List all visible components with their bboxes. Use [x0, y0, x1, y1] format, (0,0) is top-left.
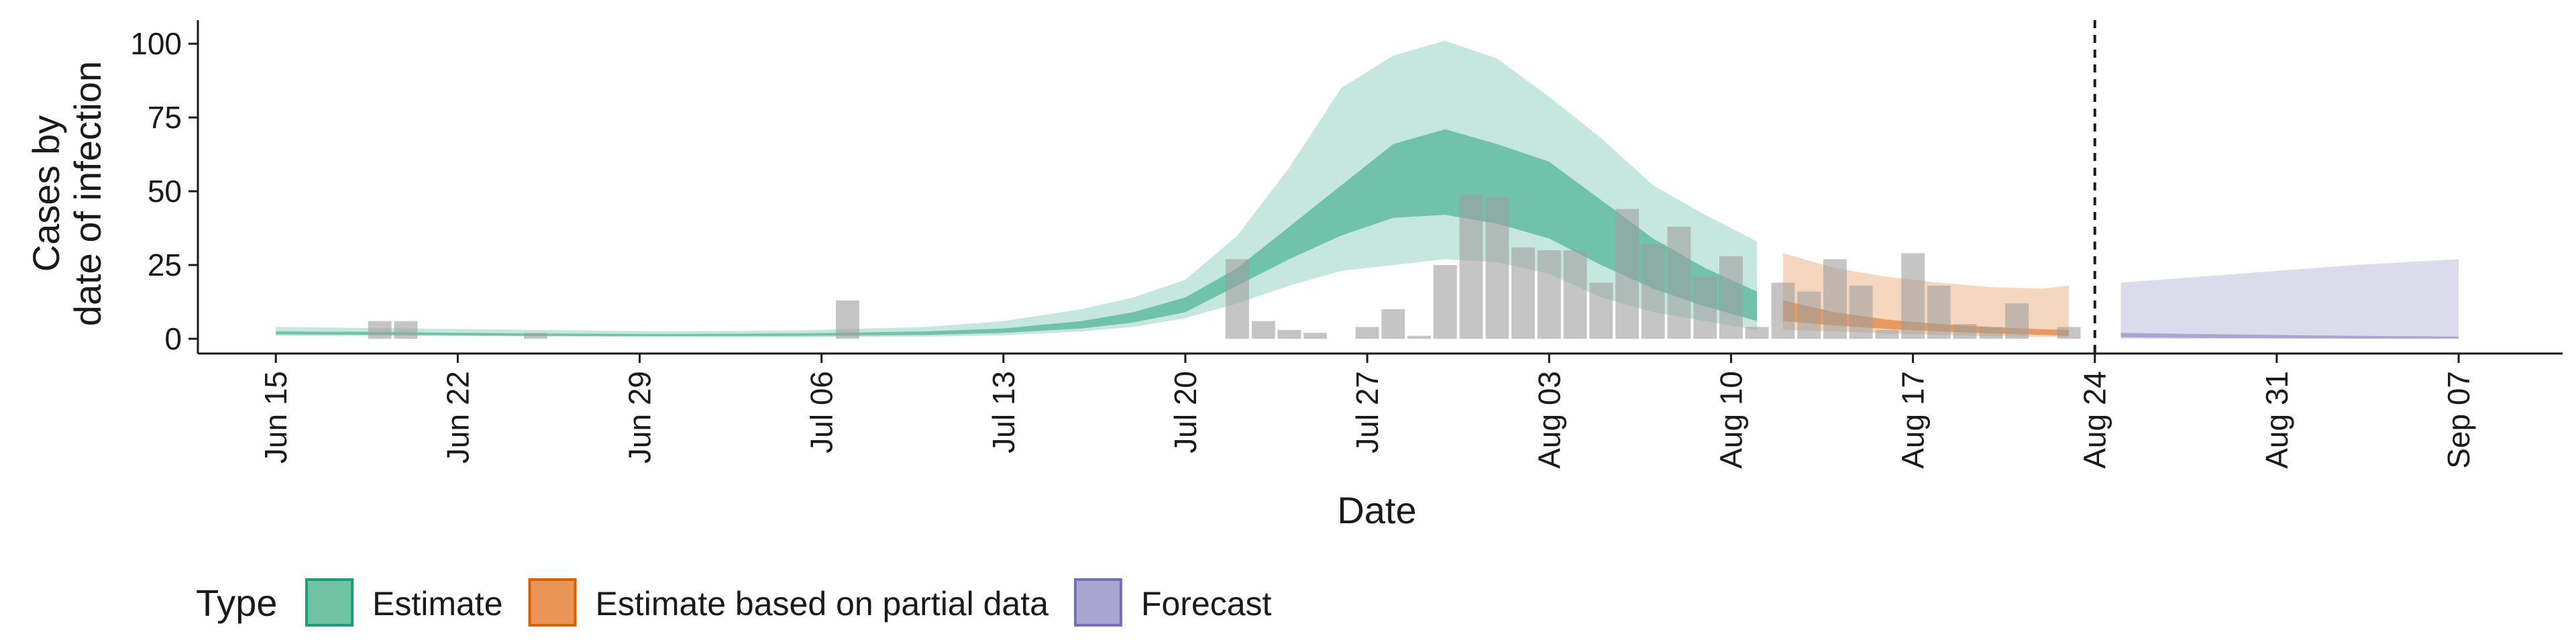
x-tick-label: Jul 27 [1350, 371, 1385, 453]
observed-case-bar [1511, 247, 1535, 339]
observed-case-bar [1615, 209, 1639, 339]
legend-swatch-1 [528, 578, 577, 627]
x-tick-label: Aug 17 [1896, 371, 1931, 469]
observed-case-bar [1277, 329, 1301, 339]
x-tick-label: Jun 22 [440, 371, 475, 464]
ribbon-90-0 [276, 40, 1758, 337]
observed-case-bar [1797, 291, 1821, 339]
observed-case-bar [1667, 226, 1691, 339]
ribbon-90-2 [2121, 259, 2459, 339]
observed-case-bar [1433, 265, 1457, 339]
observed-case-bar [1849, 285, 1873, 339]
axes: 0 25 50 75 100 Jun 15 Jun 22 Jun 29 Jul 06 Jul 13… [25, 20, 2563, 531]
observed-case-bar [1927, 285, 1951, 339]
observed-case-bar [2005, 303, 2029, 339]
observed-case-bar [1719, 256, 1743, 339]
observed-case-bar [1303, 333, 1328, 339]
legend-swatch-0 [305, 578, 354, 627]
y-axis-title: Cases bydate of infection [25, 61, 109, 326]
x-tick-label: Jul 06 [804, 371, 839, 453]
legend-label-2: Forecast [1141, 585, 1272, 623]
x-tick-label: Jun 29 [623, 371, 657, 464]
observed-case-bar [368, 321, 392, 339]
y-tick-label: 0 [164, 321, 182, 356]
y-tick-label: 25 [148, 248, 182, 282]
x-tick-label: Aug 10 [1713, 371, 1748, 469]
observed-case-bar [1459, 194, 1483, 339]
ribbon-50-2 [2121, 333, 2459, 339]
observed-case-bar [1355, 327, 1379, 339]
legend: Type Estimate Estimate based on partial da… [196, 578, 1272, 627]
observed-case-bar [1745, 327, 1769, 339]
x-axis-title: Date [1337, 489, 1416, 531]
observed-case-bar [524, 333, 547, 339]
observed-case-bar [1641, 244, 1665, 339]
observed-case-bar [836, 300, 859, 339]
observed-case-bar [1953, 324, 1977, 339]
observed-case-bar [2057, 327, 2081, 339]
observed-case-bar [1381, 309, 1405, 339]
observed-case-bar [394, 321, 418, 339]
legend-label-0: Estimate [372, 585, 503, 623]
observed-case-bar [1771, 282, 1795, 339]
observed-case-bar [1226, 259, 1249, 339]
plot-area [276, 20, 2459, 354]
observed-case-bar [1875, 329, 1899, 339]
x-tick-label: Aug 31 [2259, 371, 2294, 469]
legend-swatch-2 [1073, 578, 1122, 627]
observed-case-bar [1251, 321, 1275, 339]
legend-title: Type [196, 582, 277, 624]
y-tick-label: 100 [130, 26, 182, 61]
observed-case-bar [1693, 276, 1717, 339]
x-tick-label: Jul 20 [1168, 371, 1203, 453]
y-axis-title-line: Cases by [25, 115, 67, 272]
observed-case-bar [1537, 250, 1561, 339]
y-axis-title-line: date of infection [66, 61, 109, 326]
y-tick-label: 50 [148, 174, 182, 209]
x-tick-label: Aug 03 [1532, 371, 1566, 469]
observed-case-bar [1979, 327, 2003, 339]
observed-case-bar [1563, 250, 1587, 339]
x-tick-label: Sep 07 [2441, 371, 2476, 469]
legend-label-1: Estimate based on partial data [596, 585, 1049, 623]
y-tick-label: 75 [148, 100, 182, 135]
x-tick-label: Jul 13 [986, 371, 1021, 453]
observed-case-bar [1485, 197, 1509, 339]
x-tick-label: Jun 15 [258, 371, 293, 464]
observed-case-bar [1901, 253, 1925, 339]
ribbon-50-0 [276, 129, 1758, 337]
observed-case-bar [1407, 335, 1432, 339]
observed-case-bar [1823, 259, 1847, 339]
x-tick-label: Aug 24 [2078, 371, 2112, 469]
observed-case-bar [1589, 282, 1613, 339]
